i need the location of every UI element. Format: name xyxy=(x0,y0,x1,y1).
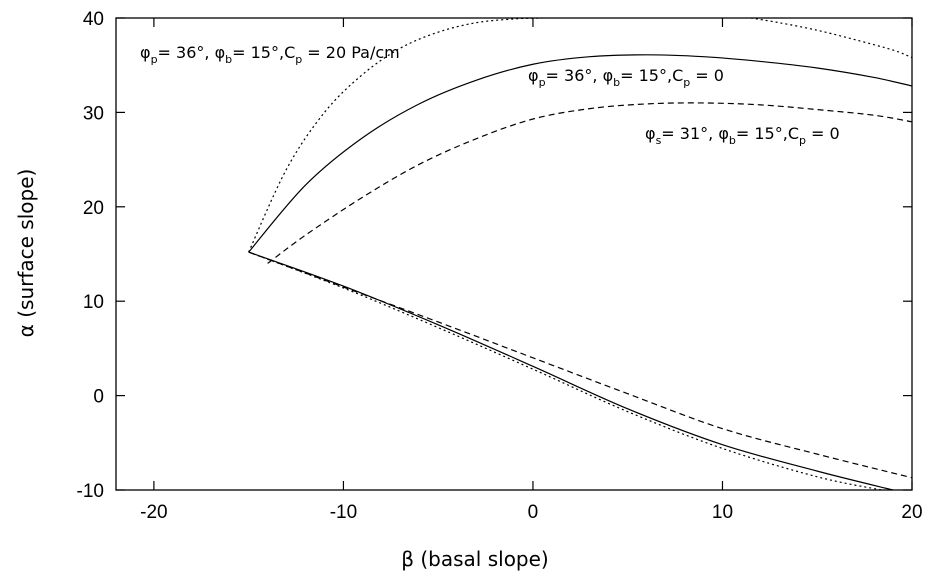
series-line-dotted-6 xyxy=(248,251,882,490)
series-line-solid-4 xyxy=(248,251,894,490)
series-line-dashed-1 xyxy=(267,102,912,264)
x-axis-title: β (basal slope) xyxy=(401,547,548,571)
tick-labels-layer: -20 -10 0 10 20 -10 0 10 20 30 40 xyxy=(77,9,923,523)
annotation-dotted-curve: φp= 36°, φb= 15°,Cp = 20 Pa/cm xyxy=(140,43,400,66)
y-axis-title: α (surface slope) xyxy=(14,169,38,338)
plot-frame xyxy=(115,17,913,491)
y-tick-label: -10 xyxy=(77,481,104,502)
y-tick-label: 10 xyxy=(83,292,104,313)
series-line-dashed-5 xyxy=(248,251,912,479)
curves-layer xyxy=(248,18,912,490)
x-tick-label: -20 xyxy=(140,502,167,523)
x-tick-label: -10 xyxy=(330,502,357,523)
ticks-layer xyxy=(116,17,913,491)
annotation-solid-curve: φp= 36°, φb= 15°,Cp = 0 xyxy=(528,66,724,89)
x-tick-label: 0 xyxy=(528,502,539,523)
y-tick-label: 0 xyxy=(93,387,104,408)
y-tick-label: 20 xyxy=(83,198,104,219)
annotation-dashed-curve: φs= 31°, φb= 15°,Cp = 0 xyxy=(645,124,840,147)
series-line-solid-0 xyxy=(248,54,912,253)
x-tick-label: 20 xyxy=(901,502,922,523)
x-tick-label: 10 xyxy=(712,502,733,523)
y-tick-label: 30 xyxy=(83,103,104,124)
y-tick-label: 40 xyxy=(83,9,104,30)
series-line-dotted-2 xyxy=(248,18,543,253)
series-line-dotted-3 xyxy=(750,18,912,59)
